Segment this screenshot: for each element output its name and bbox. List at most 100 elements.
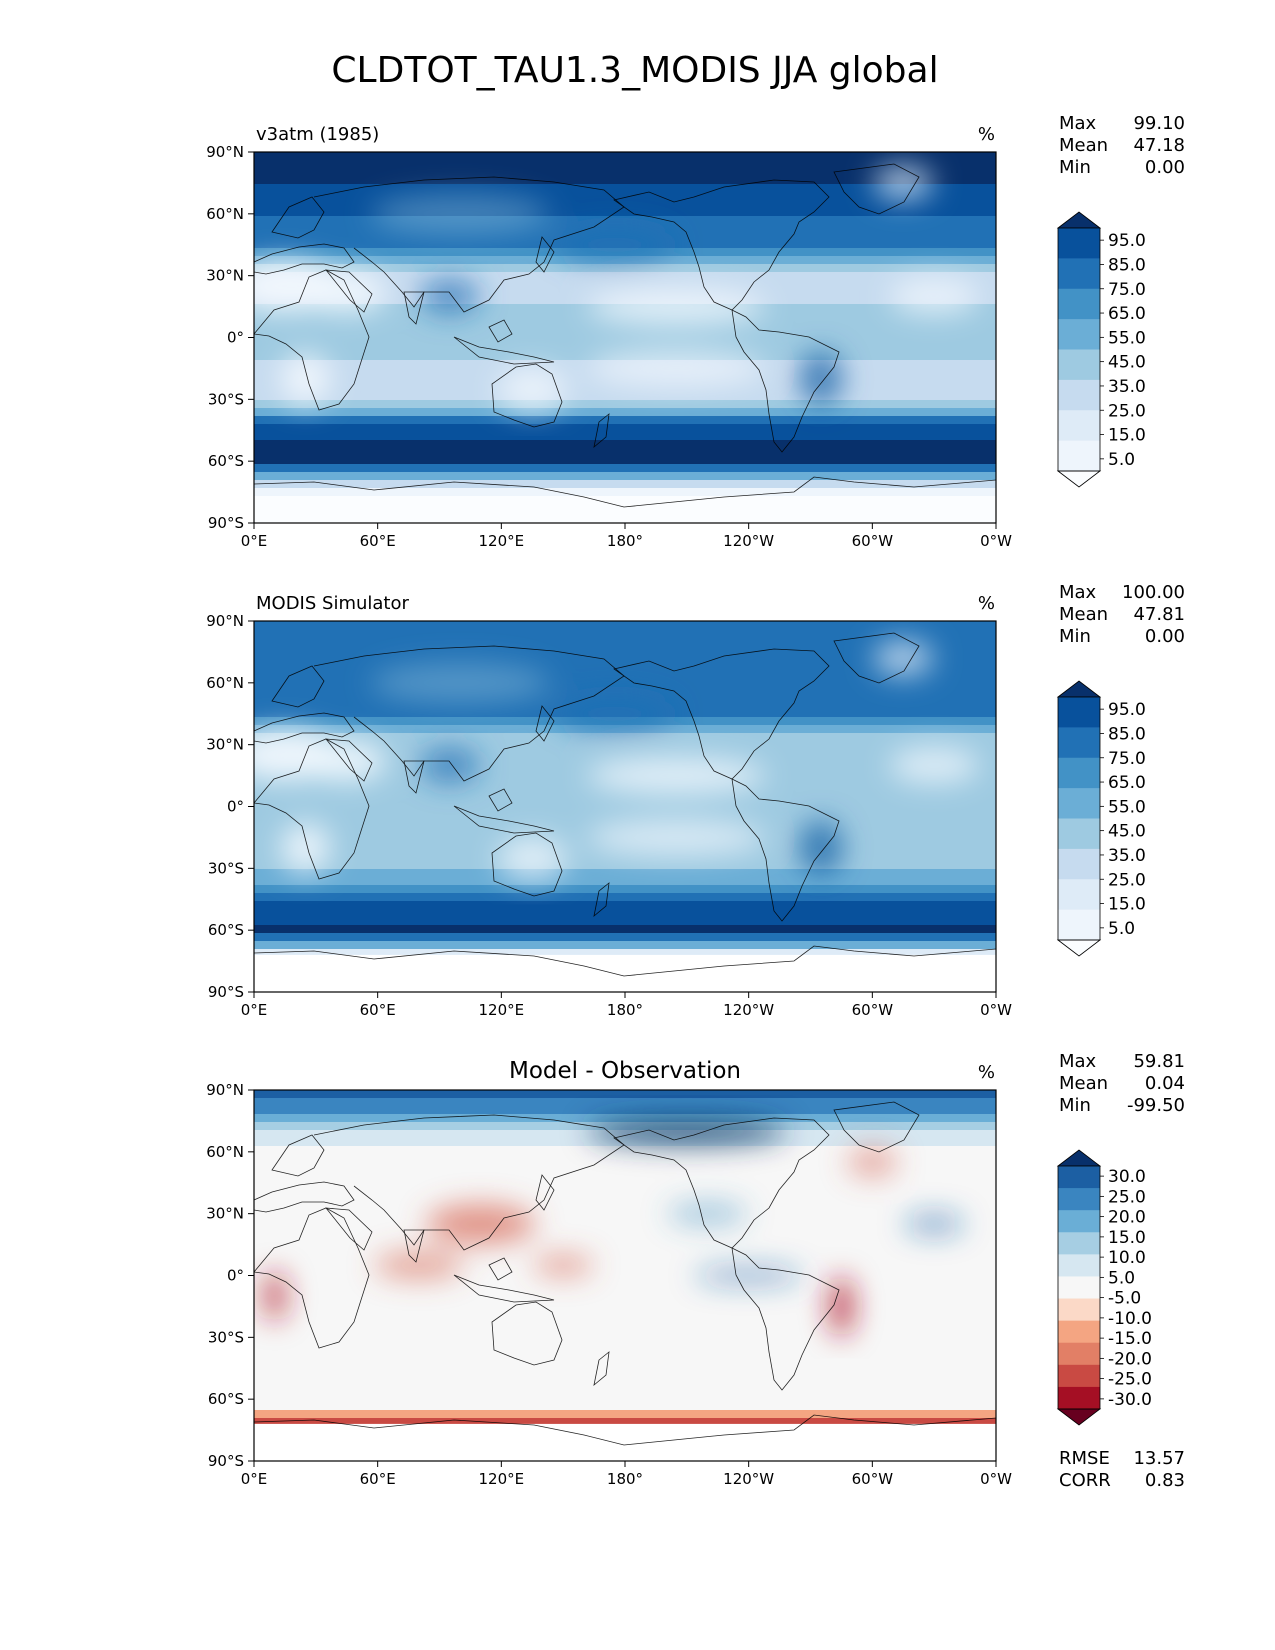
lat-band xyxy=(254,480,996,489)
lat-band xyxy=(254,1162,996,1171)
colorbar-segment xyxy=(1058,1254,1100,1277)
colorbar-segment xyxy=(1058,727,1100,759)
y-tick-label: 30°N xyxy=(206,1205,244,1223)
lat-band xyxy=(254,1106,996,1115)
lat-band xyxy=(254,917,996,926)
panel-difference: 0°E 60°E 120°E 180° 120°W 60°W 0°W 90°N 60°N 30°N… xyxy=(206,1051,1185,1491)
colorbar-segment xyxy=(1058,1166,1100,1189)
cloud-region xyxy=(847,1147,898,1178)
x-tick-label: 180° xyxy=(607,1001,643,1019)
colorbar-label: -25.0 xyxy=(1108,1370,1152,1390)
map-field xyxy=(254,1090,996,1461)
lat-band xyxy=(254,272,996,281)
y-tick-label: 60°N xyxy=(206,205,244,223)
colorbar-segment xyxy=(1058,319,1100,350)
panel-reference: 0°E 60°E 120°E 180° 120°W 60°W 0°W 90°N 60°N 30°N… xyxy=(206,582,1185,1019)
stat-value: 47.81 xyxy=(1133,604,1185,625)
stat-label: Max xyxy=(1059,113,1097,134)
y-tick-label: 60°N xyxy=(206,1143,244,1161)
colorbar-segment xyxy=(1058,757,1100,789)
y-tick-label: 0° xyxy=(227,1267,244,1285)
colorbar-extend-max xyxy=(1056,211,1102,229)
y-tick-label: 0° xyxy=(227,798,244,816)
lat-band xyxy=(254,853,996,862)
lat-band xyxy=(254,1410,996,1419)
lat-band xyxy=(254,496,996,505)
colorbar-label: 5.0 xyxy=(1108,450,1135,470)
stat-label: Min xyxy=(1059,1095,1091,1116)
cloud-region xyxy=(889,278,980,315)
x-tick-label: 0°W xyxy=(980,532,1012,550)
colorbar-label: 65.0 xyxy=(1108,773,1146,793)
lat-band xyxy=(254,1154,996,1163)
colorbar-label: 85.0 xyxy=(1108,724,1146,744)
lat-band xyxy=(254,456,996,465)
lat-band xyxy=(254,621,996,630)
lat-band xyxy=(254,216,996,225)
lat-band xyxy=(254,949,996,958)
lat-band xyxy=(254,885,996,894)
y-tick-label: 0° xyxy=(227,329,244,347)
stat-value: 59.81 xyxy=(1133,1051,1185,1072)
cloud-region xyxy=(586,757,767,794)
colorbar-label: 95.0 xyxy=(1108,700,1146,720)
lat-band xyxy=(254,1314,996,1323)
y-tick-label: 30°S xyxy=(208,1328,244,1346)
colorbar-label: 65.0 xyxy=(1108,304,1146,324)
colorbar-segment xyxy=(1058,440,1100,472)
colorbar: 30.025.020.015.010.05.0-5.0-10.0-15.0-20… xyxy=(1056,1149,1152,1426)
lat-band xyxy=(254,629,996,638)
x-tick-label: 60°E xyxy=(360,532,396,550)
colorbar-label: 25.0 xyxy=(1108,401,1146,421)
colorbar-label: 30.0 xyxy=(1108,1167,1146,1187)
colorbar-segment xyxy=(1058,848,1100,880)
cloud-region xyxy=(554,695,675,732)
colorbar-segment xyxy=(1058,1276,1100,1299)
y-tick-label: 30°S xyxy=(208,390,244,408)
y-tick-label: 30°N xyxy=(206,736,244,754)
lat-band xyxy=(254,941,996,950)
map-structure xyxy=(254,640,980,881)
cloud-region xyxy=(419,278,480,315)
lat-band xyxy=(254,1266,996,1275)
colorbar-frame xyxy=(1057,1165,1101,1410)
cloud-region xyxy=(586,1117,787,1146)
lat-band xyxy=(254,192,996,201)
cloud-region xyxy=(873,640,934,677)
colorbar-label: 85.0 xyxy=(1108,255,1146,275)
lat-band xyxy=(254,1178,996,1187)
x-tick-label: 60°W xyxy=(852,1470,894,1488)
y-tick-label: 30°S xyxy=(208,859,244,877)
lat-band xyxy=(254,797,996,806)
y-tick-label: 60°S xyxy=(208,452,244,470)
lat-band xyxy=(254,1290,996,1299)
x-tick-label: 120°W xyxy=(723,532,774,550)
lat-band xyxy=(254,1218,996,1227)
lat-band xyxy=(254,168,996,177)
cloud-region xyxy=(693,1267,804,1284)
y-tick-label: 60°N xyxy=(206,674,244,692)
colorbar-label: 10.0 xyxy=(1108,1248,1146,1268)
colorbar-label: 15.0 xyxy=(1108,895,1146,915)
cloud-region xyxy=(370,193,551,234)
lat-band xyxy=(254,488,996,497)
lat-band xyxy=(254,1186,996,1195)
lat-band xyxy=(254,789,996,798)
metric-label: CORR xyxy=(1059,1470,1111,1491)
colorbar-label: -5.0 xyxy=(1108,1289,1141,1309)
x-tick-label: 120°E xyxy=(479,532,525,550)
panel-title: v3atm (1985) xyxy=(256,124,379,145)
x-tick-label: 0°E xyxy=(241,1001,268,1019)
colorbar-segment xyxy=(1058,228,1100,259)
lat-band xyxy=(254,669,996,678)
map-field xyxy=(254,152,996,523)
colorbar-label: 55.0 xyxy=(1108,797,1146,817)
y-tick-label: 90°S xyxy=(208,1452,244,1470)
colorbar-extend-max xyxy=(1056,680,1102,698)
lat-band xyxy=(254,432,996,441)
y-tick-label: 90°S xyxy=(208,514,244,532)
colorbar-frame xyxy=(1057,696,1101,941)
colorbar-segment xyxy=(1058,909,1100,941)
colorbar-extend-min xyxy=(1056,939,1102,957)
cloud-region xyxy=(798,350,843,407)
